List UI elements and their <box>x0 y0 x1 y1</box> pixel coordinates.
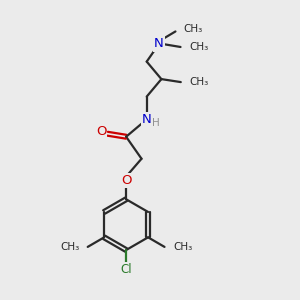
Text: O: O <box>121 174 131 187</box>
Text: N: N <box>142 113 152 126</box>
Text: CH₃: CH₃ <box>189 42 208 52</box>
Text: CH₃: CH₃ <box>173 242 192 253</box>
Text: Cl: Cl <box>120 263 132 276</box>
Text: CH₃: CH₃ <box>184 24 203 34</box>
Text: H: H <box>152 118 160 128</box>
Text: O: O <box>96 125 106 138</box>
Text: CH₃: CH₃ <box>60 242 79 253</box>
Text: CH₃: CH₃ <box>190 77 209 87</box>
Text: N: N <box>154 38 164 50</box>
